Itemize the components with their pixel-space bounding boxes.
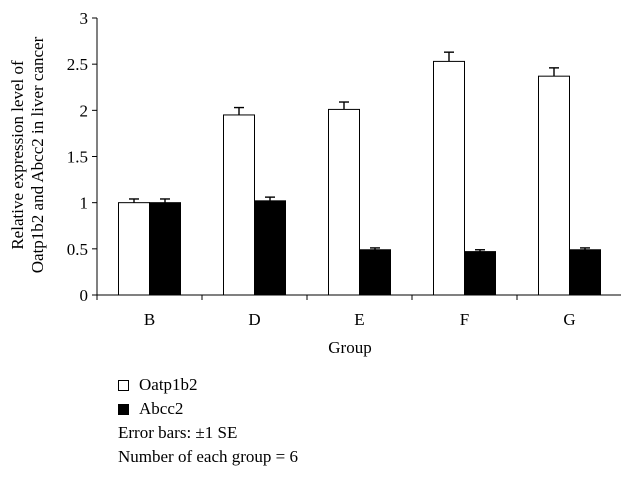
- legend-swatch-abcc2: [118, 403, 129, 415]
- x-axis-title: Group: [328, 338, 372, 357]
- bar-abcc2: [149, 202, 181, 296]
- x-tick-label: G: [563, 310, 575, 329]
- y-tick-label: 2: [80, 101, 89, 120]
- bar-oatp1b2: [433, 60, 465, 296]
- bar-abcc2: [359, 249, 391, 296]
- legend-swatch-oatp1b2: [118, 379, 129, 391]
- legend-item-abcc2: Abcc2: [118, 397, 298, 421]
- bar-abcc2: [464, 251, 496, 296]
- x-tick-label: B: [144, 310, 155, 329]
- y-tick-label: 1: [80, 194, 89, 213]
- bar-chart: 0 0.5 1 1.5 2 2.5 3 B D E F G: [67, 9, 621, 329]
- legend-label-oatp1b2: Oatp1b2: [139, 375, 198, 394]
- y-tick-label: 1.5: [67, 148, 88, 167]
- x-tick-label: D: [248, 310, 260, 329]
- bar-oatp1b2: [328, 108, 360, 296]
- legend-item-oatp1b2: Oatp1b2: [118, 373, 298, 397]
- x-tick-label: F: [460, 310, 469, 329]
- bar-oatp1b2: [118, 202, 150, 296]
- y-tick-label: 0: [80, 286, 89, 305]
- x-tick-label: E: [354, 310, 364, 329]
- legend-label-abcc2: Abcc2: [139, 399, 184, 418]
- y-tick-label: 2.5: [67, 55, 88, 74]
- bar-abcc2: [569, 249, 601, 296]
- bar-oatp1b2: [538, 75, 570, 296]
- bar-oatp1b2: [223, 114, 255, 296]
- y-tick-label: 3: [80, 9, 89, 28]
- y-tick-label: 0.5: [67, 240, 88, 259]
- bar-abcc2: [254, 200, 286, 296]
- legend: Oatp1b2 Abcc2 Error bars: ±1 SE Number o…: [118, 373, 298, 469]
- error-bars-note: Error bars: ±1 SE: [118, 423, 238, 442]
- group-size-note: Number of each group = 6: [118, 447, 299, 466]
